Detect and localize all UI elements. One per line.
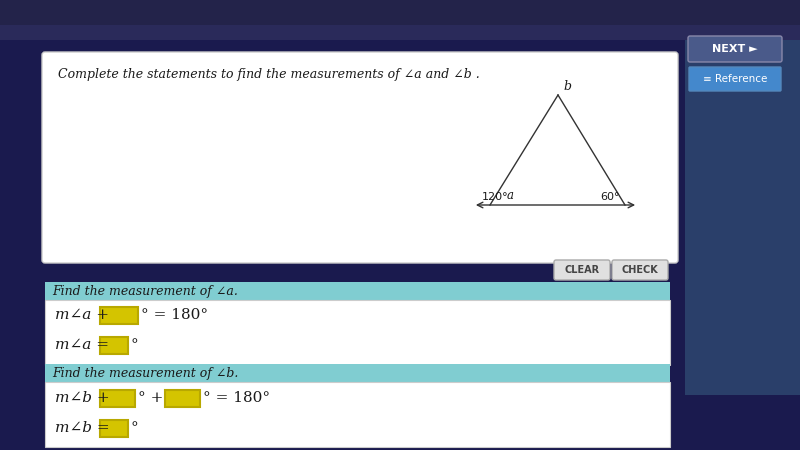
Text: ° +: ° +	[138, 391, 168, 405]
Text: ≡ Reference: ≡ Reference	[703, 74, 767, 84]
Text: a: a	[507, 189, 514, 202]
FancyBboxPatch shape	[554, 260, 610, 280]
Text: 60°: 60°	[600, 192, 619, 202]
Text: Find the measurement of ∠a.: Find the measurement of ∠a.	[52, 284, 238, 297]
Bar	[685, 40, 800, 395]
Text: NEXT ►: NEXT ►	[712, 44, 758, 54]
Bar	[45, 364, 670, 382]
FancyBboxPatch shape	[100, 337, 128, 354]
FancyBboxPatch shape	[100, 390, 135, 407]
Text: ° = 180°: ° = 180°	[141, 308, 208, 322]
FancyBboxPatch shape	[100, 307, 138, 324]
Bar	[45, 382, 670, 447]
FancyBboxPatch shape	[688, 36, 782, 62]
Bar	[45, 300, 670, 365]
Text: b: b	[563, 80, 571, 93]
Text: m∠a =: m∠a =	[55, 338, 114, 352]
Text: 120°: 120°	[482, 192, 509, 202]
Bar	[0, 25, 800, 40]
Text: CHECK: CHECK	[622, 265, 658, 275]
FancyBboxPatch shape	[165, 390, 200, 407]
Bar	[45, 282, 670, 300]
Text: Complete the statements to find the measurements of ∠a and ∠b .: Complete the statements to find the meas…	[58, 68, 480, 81]
Text: Find the measurement of ∠b.: Find the measurement of ∠b.	[52, 366, 238, 379]
Text: m∠a +: m∠a +	[55, 308, 114, 322]
Text: °: °	[130, 421, 138, 435]
Text: °: °	[130, 338, 138, 352]
Text: CLEAR: CLEAR	[565, 265, 599, 275]
Text: m∠b +: m∠b +	[55, 391, 114, 405]
Bar	[0, 0, 800, 25]
FancyBboxPatch shape	[689, 67, 781, 91]
Text: m∠b =: m∠b =	[55, 421, 114, 435]
FancyBboxPatch shape	[100, 420, 128, 437]
FancyBboxPatch shape	[612, 260, 668, 280]
FancyBboxPatch shape	[42, 52, 678, 263]
Text: ° = 180°: ° = 180°	[203, 391, 270, 405]
